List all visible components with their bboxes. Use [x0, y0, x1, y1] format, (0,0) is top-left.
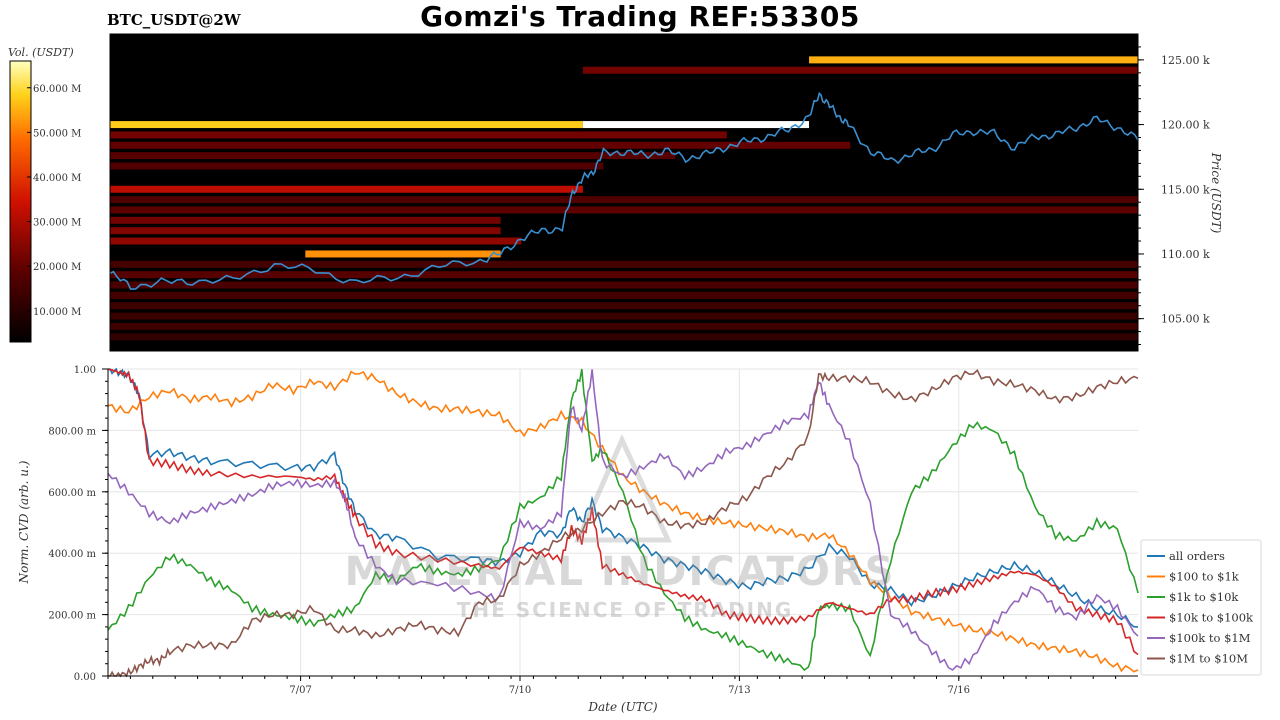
- y-tick-label: 600.00 m: [48, 488, 96, 499]
- x-tick-label: 7/10: [509, 685, 531, 696]
- x-tick-label: 7/16: [948, 685, 970, 696]
- x-tick-label: 7/13: [728, 685, 750, 696]
- heatmap-panel: 105.00 k 110.00 k 115.00 k 120.00 k 125.00 k…: [109, 33, 1223, 352]
- colorbar-gradient: [9, 60, 32, 343]
- watermark-title: MATERIAL INDICATORS: [345, 549, 896, 595]
- liquidity-band: [110, 281, 1138, 289]
- liquidity-band: [110, 141, 851, 149]
- colorbar-tick-label: 40.000 M: [33, 173, 81, 184]
- watermark-logo-icon: [574, 433, 672, 543]
- liquidity-band: [110, 152, 676, 160]
- y-tick-label: 200.00 m: [48, 611, 96, 622]
- legend-box: [1140, 539, 1262, 676]
- series-line-1m-to-10m: [108, 368, 1139, 678]
- series-line-all-orders: [108, 367, 1139, 628]
- legend-label-100k-to-1m: $100k to $1M: [1169, 631, 1251, 645]
- series-line-10k-to-100k: [107, 368, 1139, 656]
- price-tick-label: 125.00 k: [1161, 54, 1210, 67]
- colorbar-tick-label: 30.000 M: [33, 218, 81, 229]
- colorbar-tick-label: 20.000 M: [33, 262, 81, 273]
- liquidity-band: [110, 260, 1138, 268]
- liquidity-band: [110, 185, 583, 193]
- legend-label-1m-to-10m: $1M to $10M: [1169, 652, 1248, 666]
- colorbar-label: Vol. (USDT): [8, 46, 74, 59]
- liquidity-band: [110, 237, 522, 245]
- series-line-1k-to-10k: [107, 368, 1139, 672]
- colorbar-tick-label: 60.000 M: [33, 84, 81, 95]
- legend-label-100-to-1k: $100 to $1k: [1169, 570, 1240, 584]
- series-line-100-to-1k: [107, 370, 1139, 673]
- x-tick-label: 7/07: [289, 685, 311, 696]
- price-axis-label: Price (USDT): [1209, 152, 1223, 234]
- liquidity-band: [110, 131, 727, 139]
- colorbar-tick-label: 50.000 M: [33, 128, 81, 139]
- liquidity-band: [110, 162, 604, 170]
- watermark: MATERIAL INDICATORS THE SCIENCE OF TRADIN…: [345, 433, 896, 622]
- liquidity-band: [582, 66, 1138, 74]
- y-tick-label: 1.00: [74, 365, 96, 376]
- liquidity-band: [809, 56, 1138, 64]
- colorbar-tick-label: 10.000 M: [33, 307, 81, 318]
- symbol-label: BTC_USDT@2W: [107, 11, 241, 29]
- price-tick-label: 120.00 k: [1161, 119, 1210, 132]
- liquidity-band: [110, 322, 1138, 330]
- liquidity-band: [110, 196, 1138, 204]
- liquidity-band: [110, 121, 583, 129]
- legend: all orders $100 to $1k $1k to $10k $10k to …: [1140, 539, 1262, 676]
- colorbar: Vol. (USDT) 10.000 M 20.000 M 30.000 M 40.00…: [8, 46, 81, 343]
- price-tick-label: 110.00 k: [1161, 248, 1210, 261]
- series-line-100k-to-1m: [107, 369, 1139, 671]
- liquidity-band: [110, 333, 1138, 341]
- heatmap-frame: [109, 33, 1139, 352]
- liquidity-band: [110, 312, 1138, 320]
- liquidity-band: [110, 206, 1138, 214]
- liquidity-band: [110, 271, 1138, 279]
- cvd-line-panel: 0.00 200.00 m 400.00 m 600.00 m 800.00 m 1.00…: [17, 365, 1139, 714]
- liquidity-band: [110, 291, 1138, 299]
- watermark-subtitle: THE SCIENCE OF TRADING: [457, 598, 794, 622]
- liquidity-band: [582, 121, 810, 129]
- legend-label-10k-to-100k: $10k to $100k: [1169, 611, 1254, 625]
- y-tick-label: 400.00 m: [48, 549, 96, 560]
- x-axis-label: Date (UTC): [587, 700, 657, 714]
- y-axis-label: Norm. CVD (arb. u.): [17, 460, 31, 584]
- liquidity-band: [110, 216, 501, 224]
- y-tick-label: 0.00: [74, 672, 96, 683]
- liquidity-band: [110, 227, 501, 235]
- legend-label-all-orders: all orders: [1169, 549, 1225, 563]
- legend-label-1k-to-10k: $1k to $10k: [1169, 590, 1239, 604]
- chart-title: Gomzi's Trading REF:53305: [420, 0, 860, 33]
- price-tick-label: 105.00 k: [1161, 313, 1210, 326]
- price-tick-label: 115.00 k: [1161, 183, 1210, 196]
- price-line: [109, 91, 1139, 290]
- liquidity-band: [305, 250, 501, 258]
- y-tick-label: 800.00 m: [48, 426, 96, 437]
- liquidity-band: [110, 302, 1138, 310]
